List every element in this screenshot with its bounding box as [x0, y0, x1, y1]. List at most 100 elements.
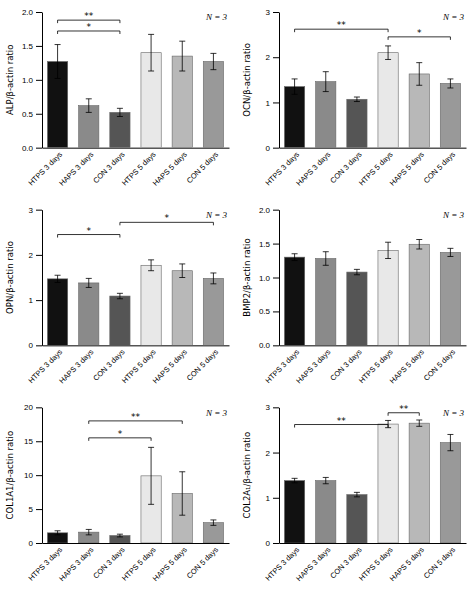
- significance-label: *: [417, 28, 422, 38]
- y-tick: 5: [29, 505, 42, 514]
- y-tick-label: 1.0: [22, 76, 34, 85]
- y-tick: 2: [266, 449, 279, 458]
- x-tick-label: HAPS 3 days: [294, 347, 332, 385]
- annotations: N = 3: [442, 210, 465, 220]
- significance-label: *: [118, 429, 123, 439]
- x-tick: HAPS 3 days: [57, 150, 95, 188]
- x-tick-label: HAPS 5 days: [388, 347, 426, 385]
- annotations: ***N = 3: [118, 408, 228, 439]
- bar: [110, 112, 130, 147]
- error-bar: [354, 492, 360, 497]
- x-tick: CON 5 days: [422, 150, 457, 185]
- y-tick: 1.0: [22, 76, 42, 85]
- significance-label: **: [84, 11, 94, 21]
- error-bar: [385, 46, 391, 60]
- annotations: ***N = 3: [337, 12, 465, 37]
- error-bar: [385, 242, 391, 258]
- y-tick-label: 0.5: [259, 307, 271, 316]
- sample-size-label: N = 3: [442, 210, 465, 220]
- panel: 0123HTPS 3 daysHAPS 3 daysCON 3 daysHTPS…: [242, 8, 467, 188]
- y-axis-line: [42, 13, 43, 149]
- error-bar: [447, 79, 453, 88]
- x-tick: CON 5 days: [422, 545, 457, 580]
- y-tick-mark: [36, 80, 42, 81]
- x-tick: CON 5 days: [422, 347, 457, 382]
- y-tick-label: 0.0: [22, 144, 34, 153]
- sample-size-label: N = 3: [205, 12, 228, 22]
- y-tick-label: 3: [29, 206, 34, 215]
- y-tick: 10: [24, 471, 42, 480]
- annotations: ****N = 3: [337, 404, 465, 426]
- y-tick-label: 1.5: [259, 240, 271, 249]
- bar: [110, 296, 130, 345]
- y-tick: 0: [29, 539, 42, 548]
- x-axis: HTPS 3 daysHAPS 3 daysCON 3 daysHTPS 5 d…: [27, 346, 230, 386]
- x-tick-label: CON 5 days: [185, 347, 220, 382]
- figure: 0.0 0.5 1.0 1.5 2.0 HTPS 3 daysHAPS 3 daysCON…: [0, 0, 474, 593]
- y-axis: 0123: [266, 8, 280, 153]
- error-bar: [354, 97, 360, 102]
- error-bar: [447, 248, 453, 256]
- error-bar: [416, 63, 422, 86]
- y-tick-label: 10: [24, 471, 33, 480]
- x-tick-label: HAPS 5 days: [151, 545, 189, 583]
- y-tick-mark: [273, 12, 279, 13]
- y-tick-mark: [273, 102, 279, 103]
- bar: [347, 272, 367, 345]
- x-tick: CON 5 days: [185, 545, 220, 580]
- bar: [316, 481, 336, 543]
- y-tick-label: 2.0: [259, 206, 271, 215]
- error-bar: [117, 534, 123, 537]
- x-tick-label: HAPS 3 days: [57, 545, 95, 583]
- y-tick: 1.5: [22, 42, 42, 51]
- x-tick-label: HAPS 3 days: [57, 150, 95, 188]
- y-tick-mark: [36, 300, 42, 301]
- x-axis-line: [43, 543, 230, 544]
- y-tick: 20: [24, 403, 42, 412]
- panel: 0.00.51.01.52.0HTPS 3 daysHAPS 3 daysCON…: [5, 8, 230, 188]
- error-bar: [292, 79, 298, 94]
- x-tick: HAPS 5 days: [388, 545, 426, 583]
- x-tick: HAPS 5 days: [151, 150, 189, 188]
- y-tick-label: 1: [266, 494, 271, 503]
- sample-size-label: N = 3: [442, 12, 465, 22]
- y-tick-mark: [36, 255, 42, 256]
- y-tick: 1.5: [259, 240, 279, 249]
- error-bar: [210, 273, 216, 284]
- x-tick: HAPS 3 days: [294, 545, 332, 583]
- bar: [141, 265, 161, 345]
- y-tick: 3: [266, 8, 279, 17]
- y-tick: 1: [266, 99, 279, 108]
- error-bar: [117, 108, 123, 116]
- bar: [47, 279, 67, 345]
- y-tick: 2.0: [22, 8, 42, 17]
- y-tick: 0: [266, 539, 279, 548]
- error-bar: [86, 99, 92, 113]
- error-bar: [323, 72, 329, 92]
- annotations: ***N = 3: [84, 11, 227, 32]
- y-tick-mark: [36, 509, 42, 510]
- bar: [347, 495, 367, 543]
- error-bar: [55, 531, 61, 535]
- y-tick-label: 1.5: [22, 42, 34, 51]
- plot-area: [284, 413, 460, 543]
- y-axis-line: [42, 210, 43, 346]
- x-tick-label: HAPS 3 days: [294, 150, 332, 188]
- error-bar: [210, 53, 216, 69]
- y-tick-label: 0.0: [259, 341, 271, 350]
- bar: [203, 278, 223, 345]
- y-tick-mark: [273, 278, 279, 279]
- x-tick-label: CON 5 days: [422, 347, 457, 382]
- y-tick-mark: [273, 210, 279, 211]
- y-tick: 1.0: [259, 274, 279, 283]
- significance-label: **: [131, 412, 141, 422]
- y-axis-title: OCN/β-actin ratio: [242, 43, 252, 117]
- x-tick: HAPS 3 days: [57, 545, 95, 583]
- x-tick-label: CON 5 days: [422, 150, 457, 185]
- y-tick-mark: [273, 345, 279, 346]
- error-bar: [416, 240, 422, 249]
- error-bar: [86, 529, 92, 534]
- x-tick-label: CON 5 days: [422, 545, 457, 580]
- x-tick-label: HAPS 3 days: [57, 347, 95, 385]
- error-bar: [86, 278, 92, 287]
